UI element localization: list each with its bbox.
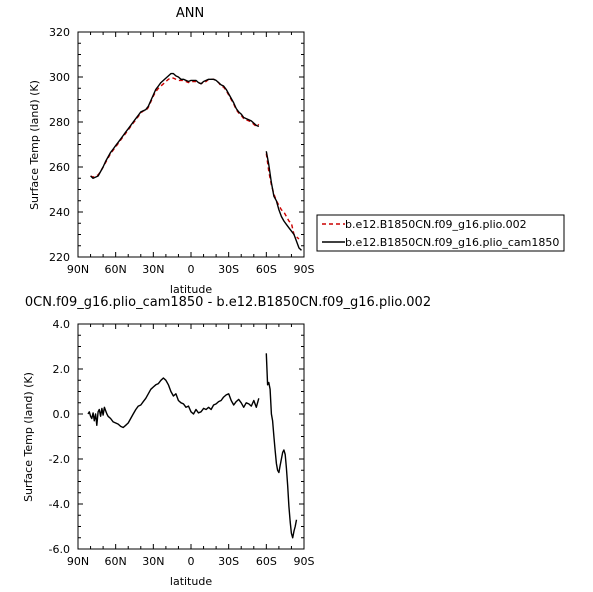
top-y-tick-label: 220 [49,251,70,264]
bottom-series-0-segment-0 [87,377,260,429]
top-x-tick-label: 90N [67,263,89,276]
top-x-tick-label: 0 [188,263,195,276]
bottom-y-tick-label: -6.0 [49,543,70,556]
bottom-y-tick-label: 4.0 [53,318,71,331]
bottom-x-tick-label: 60S [256,555,277,568]
top-x-tick-label: 30N [142,263,164,276]
top-y-tick-label: 240 [49,206,70,219]
bottom-x-tick-label: 90S [294,555,315,568]
bottom-x-tick-label: 30N [142,555,164,568]
bottom-x-tick-label: 60N [105,555,127,568]
top-y-tick-label: 260 [49,161,70,174]
top-x-tick-label: 60N [105,263,127,276]
top-y-tick-label: 320 [49,26,70,39]
bottom-panel: 0CN.f09_g16.plio_cam1850 - b.e12.B1850CN… [22,295,431,588]
legend-box [316,214,565,252]
legend-label-plio-002: b.e12.B1850CN.f09_g16.plio.002 [345,218,527,231]
top-panel: ANN 90N 60N 30N 0 30S 60S 90S 220 240 260 280 300 32… [28,6,315,276]
bottom-x-axis-label: latitude [170,575,212,588]
bottom-x-tick-label: 0 [188,555,195,568]
bottom-y-tick-label: 0.0 [53,408,71,421]
legend-label-cam1850: b.e12.B1850CN.f09_g16.plio_cam1850 [345,236,559,249]
top-x-tick-label: 60S [256,263,277,276]
top-series-0-segment-0 [90,77,260,178]
bottom-chart-title: 0CN.f09_g16.plio_cam1850 - b.e12.B1850CN… [25,295,431,310]
bottom-x-tick-label: 30S [218,555,239,568]
top-x-axis-label: latitude [170,283,212,296]
top-axes: 90N 60N 30N 0 30S 60S 90S 220 240 260 280 300 320 [49,26,315,276]
bottom-plot-area [87,353,298,539]
bottom-y-tick-label: -2.0 [49,453,70,466]
legend: b.e12.B1850CN.f09_g16.plio.002 b.e12.B18… [316,214,565,252]
top-x-tick-label: 30S [218,263,239,276]
top-series-0-segment-1 [265,153,300,240]
bottom-y-axis-label: Surface Temp (land) (K) [22,372,35,502]
top-y-tick-label: 300 [49,71,70,84]
top-plot-area [90,72,302,251]
top-series-1-segment-1 [265,151,302,251]
top-series-1-segment-0 [90,72,260,180]
top-plot-frame [77,31,305,258]
bottom-axes: 90N 60N 30N 0 30S 60S 90S -6.0 -4.0 -2.0 0.0 2.0 4.0 [49,318,315,568]
top-x-tick-label: 90S [294,263,315,276]
top-chart-title: ANN [176,6,204,21]
bottom-x-tick-label: 90N [67,555,89,568]
bottom-plot-frame [77,323,305,550]
bottom-series-0-segment-1 [265,353,298,539]
bottom-y-tick-label: 2.0 [53,363,71,376]
top-y-tick-label: 280 [49,116,70,129]
top-y-axis-label: Surface Temp (land) (K) [28,80,41,210]
bottom-y-tick-label: -4.0 [49,498,70,511]
